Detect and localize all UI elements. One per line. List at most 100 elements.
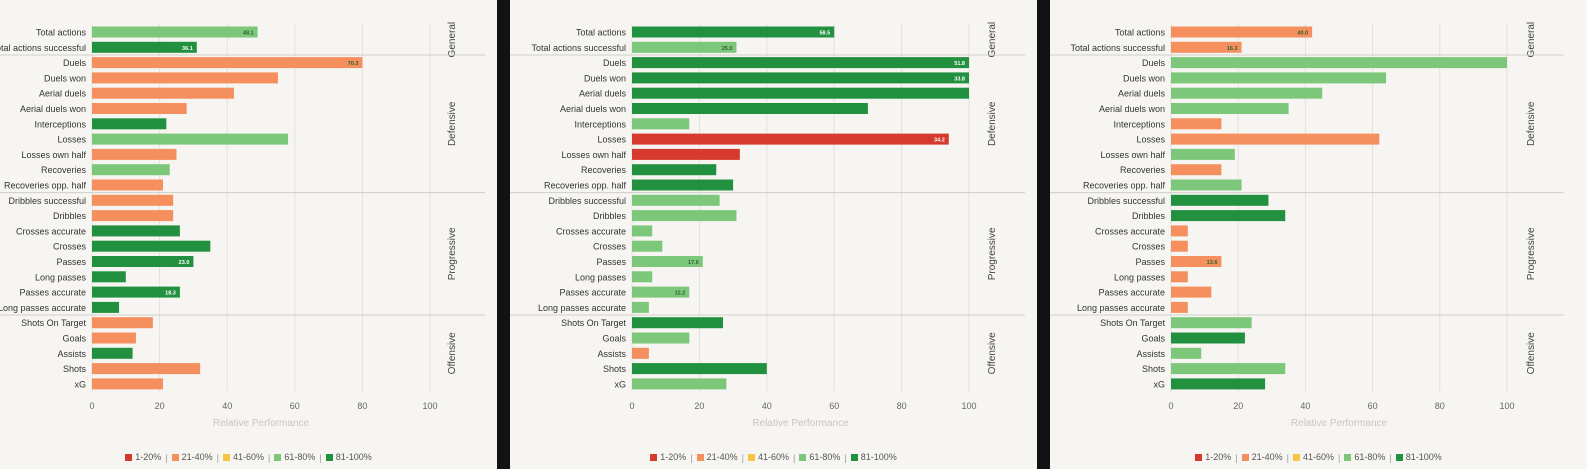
category-label-goals: Goals (62, 334, 86, 344)
category-label-assists: Assists (597, 349, 626, 359)
legend-item: 41-60% (747, 452, 789, 462)
legend-item: 1-20% (650, 452, 686, 462)
bar-losses (92, 133, 289, 145)
x-tick-label: 80 (897, 401, 907, 411)
bar-total-actions (92, 26, 258, 38)
data-label: 70.3 (348, 61, 359, 67)
group-label-progressive: Progressive (1526, 227, 1537, 280)
x-tick-label: 0 (89, 401, 94, 411)
legend-separator: | (741, 452, 744, 463)
bar-chart-2: 0 20 40 60 80 100 General Defensive Progressive O… (510, 22, 1025, 429)
x-tick-label: 40 (222, 401, 232, 411)
category-label-crosses-accurate: Crosses accurate (556, 226, 626, 236)
legend-item: 41-60% (222, 452, 264, 462)
legend-label: 41-60% (232, 452, 264, 462)
bar-long-passes (1171, 271, 1188, 283)
category-label-recoveries-opp-half: Recoveries opp. half (4, 181, 87, 191)
bar-chart-1: 0 20 40 60 80 100 General Defensive Progressive O… (0, 22, 485, 429)
bar-duels (1171, 57, 1507, 69)
category-label-passes: Passes (56, 257, 86, 267)
chart-panel-3: 0 20 40 60 80 100 General Defensive Progressive O… (1050, 0, 1587, 469)
data-label: 51.8 (954, 61, 965, 67)
bar-duels-won (92, 72, 278, 84)
legend-separator: | (216, 452, 219, 463)
category-label-shots: Shots (63, 364, 87, 374)
legend-item: 81-100% (850, 452, 897, 462)
category-label-losses-own-half: Losses own half (21, 150, 86, 160)
category-label-total-actions-successful: Total actions successful (531, 43, 626, 53)
category-label-losses-own-half: Losses own half (1100, 150, 1165, 160)
category-label-losses: Losses (597, 135, 626, 145)
category-label-long-passes-accurate: Long passes accurate (538, 303, 626, 313)
legend-separator: | (1286, 452, 1289, 463)
bar-duels-won (632, 72, 969, 84)
legend-2: 1-20% | 21-40% | 41-60% | 61-80% | 81-100% (510, 452, 1037, 463)
category-label-interceptions: Interceptions (574, 119, 626, 129)
category-label-duels-won: Duels won (44, 73, 86, 83)
x-axis-title: Relative Performance (1291, 418, 1388, 429)
legend-swatch (325, 453, 333, 461)
bar-dribbles-successful (1171, 194, 1269, 206)
x-tick-label: 40 (762, 401, 772, 411)
bar-goals (632, 332, 690, 344)
category-label-long-passes: Long passes (35, 272, 87, 282)
bar-recoveries-opp-half (1171, 179, 1242, 191)
category-label-dribbles-successful: Dribbles successful (8, 196, 86, 206)
category-label-passes-accurate: Passes accurate (19, 288, 86, 298)
bar-total-actions (1171, 26, 1313, 38)
category-label-crosses-accurate: Crosses accurate (1095, 226, 1165, 236)
category-label-shots-on-target: Shots On Target (561, 318, 626, 328)
legend-swatch (799, 453, 807, 461)
category-label-dribbles: Dribbles (1132, 211, 1166, 221)
x-tick-label: 100 (1499, 401, 1514, 411)
legend-item: 41-60% (1292, 452, 1334, 462)
legend-swatch (222, 453, 230, 461)
category-label-crosses: Crosses (1132, 242, 1166, 252)
category-label-dribbles: Dribbles (593, 211, 627, 221)
legend-item: 21-40% (1241, 452, 1283, 462)
legend-item: 1-20% (1195, 452, 1231, 462)
bar-shots-on-target (632, 317, 723, 329)
category-label-shots: Shots (1142, 364, 1166, 374)
category-label-shots-on-target: Shots On Target (1100, 318, 1165, 328)
legend-swatch (850, 453, 858, 461)
x-tick-label: 40 (1300, 401, 1310, 411)
bar-dribbles (92, 210, 174, 222)
legend-separator: | (319, 452, 322, 463)
bar-assists (92, 347, 133, 359)
legend-label: 61-80% (284, 452, 316, 462)
legend-item: 81-100% (325, 452, 372, 462)
data-label: 34.2 (934, 138, 945, 144)
legend-separator: | (1338, 452, 1341, 463)
data-label: 48.1 (243, 31, 254, 37)
x-tick-label: 100 (422, 401, 437, 411)
bar-passes (632, 256, 703, 267)
bar-aerial-duels-won (632, 103, 868, 114)
category-label-xg: xG (74, 379, 86, 389)
x-tick-label: 100 (961, 401, 976, 411)
bar-goals (1171, 332, 1245, 344)
bar-losses-own-half (632, 148, 740, 160)
bar-dribbles (1171, 210, 1286, 222)
x-axis-title: Relative Performance (752, 418, 849, 429)
bar-losses (632, 133, 949, 145)
data-label: 36.1 (182, 46, 193, 52)
group-label-progressive: Progressive (987, 227, 998, 280)
group-label-defensive: Defensive (987, 101, 998, 146)
legend-swatch (696, 453, 704, 461)
legend-separator: | (268, 452, 271, 463)
data-label: 12.2 (675, 291, 686, 297)
category-label-crosses: Crosses (53, 242, 87, 252)
category-label-long-passes-accurate: Long passes accurate (0, 303, 86, 313)
bar-chart-3: 0 20 40 60 80 100 General Defensive Progressive O… (1050, 22, 1564, 429)
bar-long-passes (92, 271, 126, 283)
bar-recoveries-opp-half (632, 179, 734, 191)
group-label-general: General (447, 22, 458, 58)
legend-label: 61-80% (809, 452, 841, 462)
category-label-goals: Goals (1141, 334, 1165, 344)
legend-separator: | (1235, 452, 1238, 463)
legend-item: 1-20% (125, 452, 161, 462)
category-label-shots: Shots (603, 364, 627, 374)
group-label-offensive: Offensive (987, 332, 998, 374)
bar-losses (1171, 133, 1380, 145)
